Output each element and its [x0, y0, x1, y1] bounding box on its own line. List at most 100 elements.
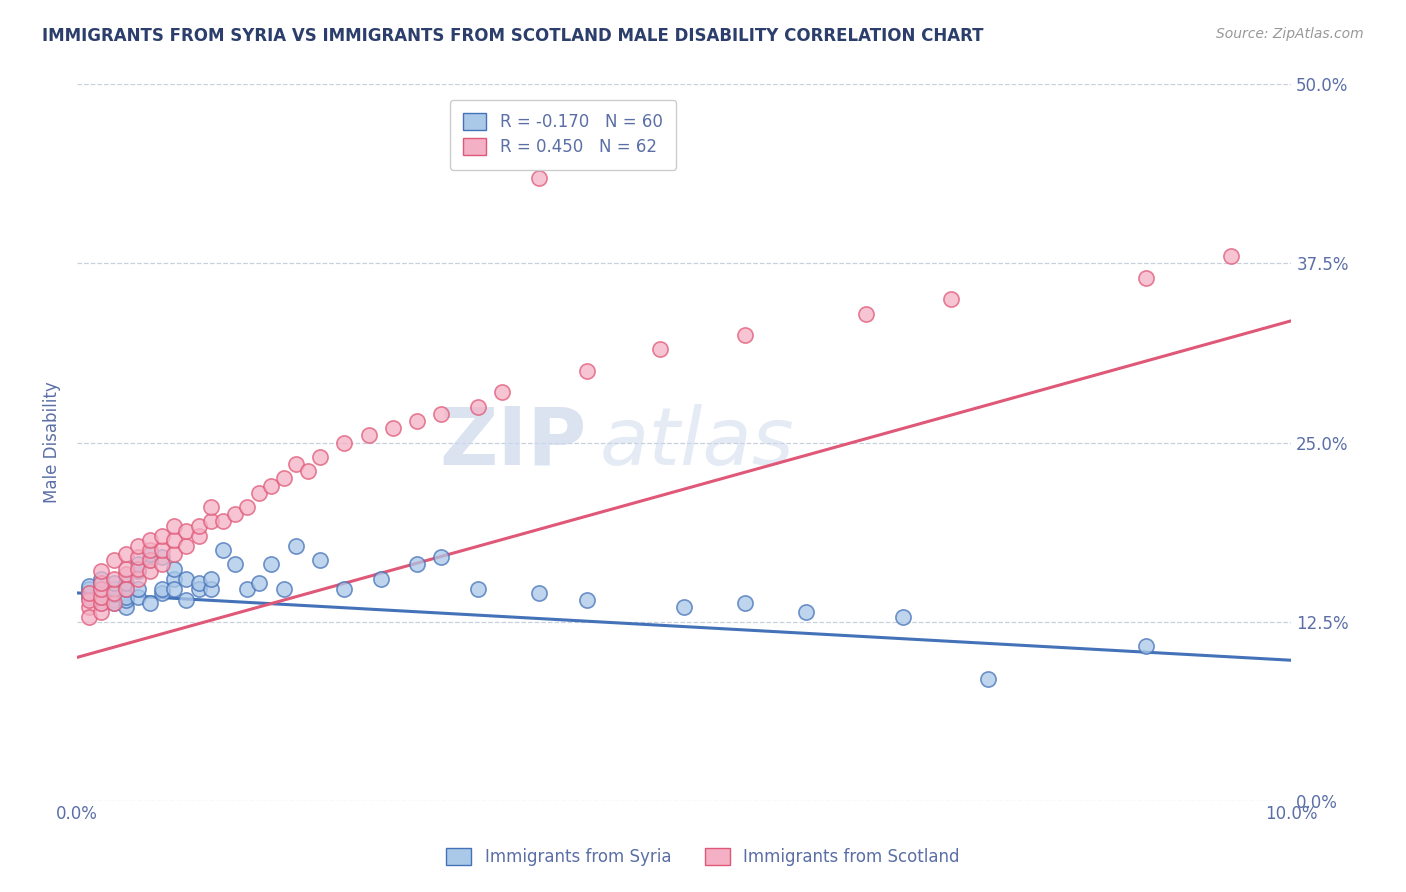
Point [734, 328, 756, 343]
Point [127, 550, 149, 565]
Point [187, 575, 209, 590]
Point [90, 605, 112, 619]
Point [273, 582, 295, 596]
Point [90, 596, 112, 610]
Point [284, 539, 307, 553]
Point [260, 558, 283, 572]
Point [794, 605, 817, 619]
Legend: R = -0.170   N = 60, R = 0.450   N = 62: R = -0.170 N = 60, R = 0.450 N = 62 [450, 100, 676, 169]
Point [236, 500, 259, 514]
Point [211, 543, 233, 558]
Point [77, 600, 100, 615]
Point [176, 593, 198, 607]
Point [333, 435, 356, 450]
Point [224, 507, 246, 521]
Point [77, 610, 100, 624]
Point [103, 596, 125, 610]
Point [150, 558, 173, 572]
Point [734, 596, 756, 610]
Point [103, 586, 125, 600]
Point [114, 561, 136, 575]
Point [648, 343, 671, 357]
Point [150, 586, 173, 600]
Point [333, 582, 356, 596]
Point [139, 596, 162, 610]
Text: atlas: atlas [599, 403, 794, 482]
Point [114, 567, 136, 582]
Point [139, 547, 162, 561]
Point [103, 596, 125, 610]
Point [673, 600, 696, 615]
Point [163, 572, 186, 586]
Point [200, 582, 222, 596]
Point [77, 586, 100, 600]
Point [163, 561, 186, 575]
Point [309, 553, 332, 567]
Point [467, 400, 489, 414]
Point [90, 575, 112, 590]
Point [77, 582, 100, 596]
Point [1135, 270, 1157, 285]
Point [90, 586, 112, 600]
Point [163, 582, 186, 596]
Point [103, 553, 125, 567]
Point [127, 582, 149, 596]
Point [491, 385, 513, 400]
Point [114, 547, 136, 561]
Point [163, 518, 186, 533]
Point [103, 575, 125, 590]
Point [127, 565, 149, 579]
Point [1135, 639, 1157, 653]
Point [406, 414, 429, 428]
Point [309, 450, 332, 464]
Point [90, 596, 112, 610]
Point [163, 533, 186, 547]
Point [297, 464, 319, 478]
Point [114, 600, 136, 615]
Point [576, 364, 599, 378]
Point [127, 561, 149, 575]
Point [77, 591, 100, 605]
Point [103, 572, 125, 586]
Point [430, 407, 453, 421]
Point [357, 428, 380, 442]
Point [77, 586, 100, 600]
Point [127, 591, 149, 605]
Point [247, 485, 270, 500]
Point [200, 514, 222, 528]
Point [211, 514, 233, 528]
Point [941, 293, 963, 307]
Point [139, 565, 162, 579]
Legend: Immigrants from Syria, Immigrants from Scotland: Immigrants from Syria, Immigrants from S… [433, 834, 973, 880]
Point [163, 547, 186, 561]
Point [150, 528, 173, 542]
Point [150, 550, 173, 565]
Point [236, 582, 259, 596]
Point [77, 579, 100, 593]
Point [139, 553, 162, 567]
Point [127, 539, 149, 553]
Point [103, 587, 125, 601]
Point [103, 593, 125, 607]
Point [139, 533, 162, 547]
Point [114, 575, 136, 590]
Point [90, 575, 112, 590]
Point [176, 572, 198, 586]
Point [467, 582, 489, 596]
Point [90, 565, 112, 579]
Point [176, 539, 198, 553]
Point [1219, 249, 1241, 263]
Point [139, 543, 162, 558]
Point [977, 672, 1000, 686]
Point [224, 558, 246, 572]
Point [139, 553, 162, 567]
Point [406, 558, 429, 572]
Point [127, 572, 149, 586]
Point [200, 500, 222, 514]
Y-axis label: Male Disability: Male Disability [44, 382, 60, 503]
Point [114, 593, 136, 607]
Text: ZIP: ZIP [440, 403, 588, 482]
Point [127, 558, 149, 572]
Point [187, 518, 209, 533]
Point [247, 575, 270, 590]
